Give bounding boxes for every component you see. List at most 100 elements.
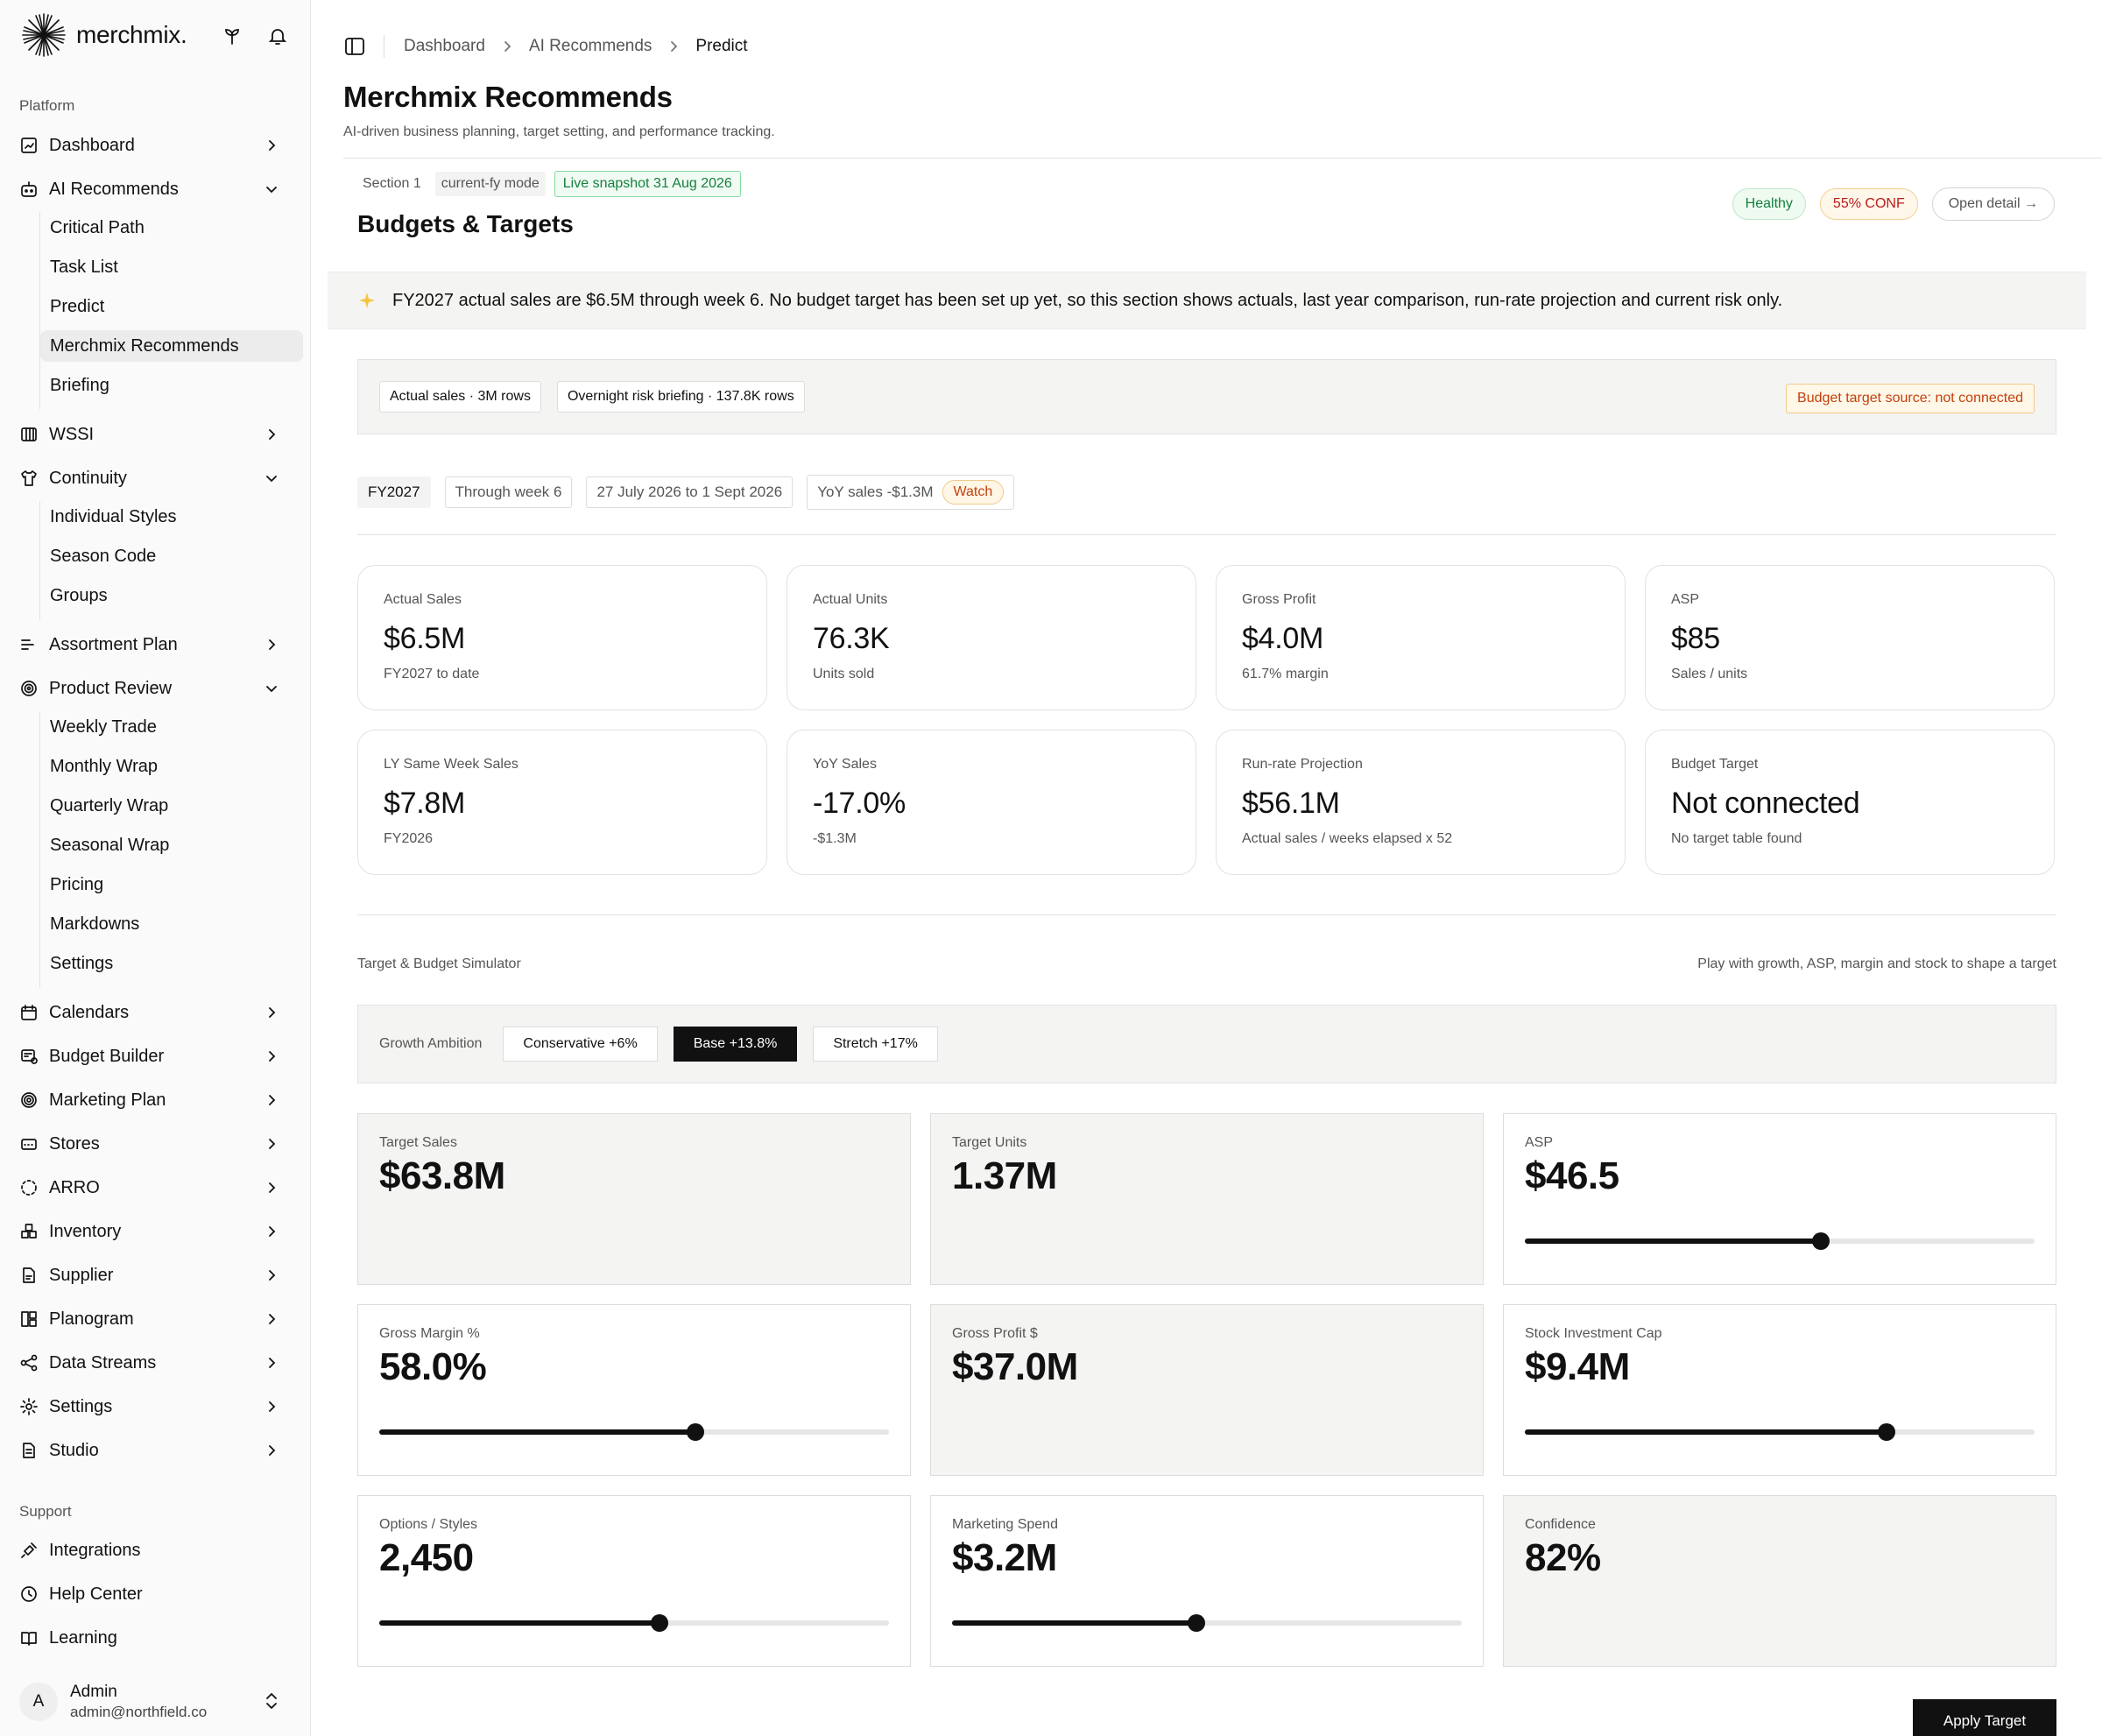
sidebar-item-supplier[interactable]: Supplier <box>19 1258 293 1293</box>
chevron-right-icon[interactable] <box>263 1223 280 1240</box>
breadcrumb-dashboard[interactable]: Dashboard <box>404 37 485 55</box>
sidebar-item-planogram[interactable]: Planogram <box>19 1302 293 1337</box>
sidebar-item-integrations[interactable]: Integrations <box>19 1533 293 1568</box>
support-label: Support <box>19 1503 72 1520</box>
plug-icon <box>19 1541 39 1560</box>
simulator-card-value: 2,450 <box>379 1536 474 1579</box>
sidebar-item-wssi[interactable]: WSSI <box>19 417 293 452</box>
sidebar-item-arro[interactable]: ARRO <box>19 1170 293 1205</box>
sidebar-item-learning[interactable]: Learning <box>19 1620 293 1655</box>
sprout-icon[interactable] <box>219 23 245 49</box>
sidebar-subitem-task-list[interactable]: Task List <box>50 257 118 277</box>
sidebar-item-stores[interactable]: Stores <box>19 1126 293 1161</box>
sidebar-subitem-predict[interactable]: Predict <box>50 296 105 316</box>
chevron-down-icon[interactable] <box>263 680 280 697</box>
slider-fill <box>1525 1429 1887 1435</box>
ambition-stretch-button[interactable]: Stretch +17% <box>813 1027 938 1062</box>
chevron-right-icon[interactable] <box>263 1354 280 1372</box>
sidebar-item-label: Planogram <box>49 1309 134 1329</box>
sidebar-item-label: Studio <box>49 1440 99 1460</box>
chevron-right-icon[interactable] <box>263 426 280 443</box>
breadcrumb-ai-recommends[interactable]: AI Recommends <box>528 37 652 55</box>
sidebar-subitem-settings[interactable]: Settings <box>50 953 114 973</box>
slider-fill <box>379 1620 660 1626</box>
bell-icon[interactable] <box>265 23 291 49</box>
simulator-slider[interactable] <box>379 1613 889 1633</box>
chevron-right-icon[interactable] <box>263 1048 280 1065</box>
panel-toggle-icon[interactable] <box>343 35 366 58</box>
kpi-card: Budget Target Not connected No target tabl… <box>1645 730 2055 875</box>
slider-thumb[interactable] <box>1188 1614 1206 1632</box>
sidebar-item-product-review[interactable]: Product Review <box>19 671 293 706</box>
sidebar-item-studio[interactable]: Studio <box>19 1433 293 1468</box>
chevron-right-icon[interactable] <box>263 1442 280 1459</box>
simulator-slider[interactable] <box>379 1422 889 1442</box>
sidebar-subitem-season-code[interactable]: Season Code <box>50 546 157 566</box>
chevron-right-icon[interactable] <box>263 1310 280 1328</box>
sidebar-item-calendars[interactable]: Calendars <box>19 995 293 1030</box>
simulator-label: Target & Budget Simulator <box>357 956 521 971</box>
ambition-base-button[interactable]: Base +13.8% <box>673 1027 798 1062</box>
simulator-card-value: 82% <box>1525 1536 1601 1579</box>
sidebar-subitem-seasonal-wrap[interactable]: Seasonal Wrap <box>50 835 170 855</box>
sidebar-item-help-center[interactable]: Help Center <box>19 1577 293 1612</box>
sidebar-subitem-critical-path[interactable]: Critical Path <box>50 217 145 237</box>
share-icon <box>19 1353 39 1373</box>
chevron-right-icon[interactable] <box>263 636 280 653</box>
slider-thumb[interactable] <box>651 1614 669 1632</box>
sidebar-item-label: ARRO <box>49 1177 100 1197</box>
sidebar-item-budget-builder[interactable]: Budget Builder <box>19 1039 293 1074</box>
user-menu[interactable]: A Admin admin@northfield.co <box>19 1677 293 1726</box>
yoy-chip: YoY sales -$1.3M Watch <box>807 475 1015 510</box>
sidebar-subitem-markdowns[interactable]: Markdowns <box>50 914 140 934</box>
sidebar-item-label: Integrations <box>49 1540 141 1560</box>
sidebar-item-ai-recommends[interactable]: AI Recommends <box>19 172 293 207</box>
sidebar-item-data-streams[interactable]: Data Streams <box>19 1345 293 1380</box>
slider-track[interactable] <box>952 1620 1462 1626</box>
simulator-slider[interactable] <box>1525 1231 2035 1251</box>
chevron-right-icon[interactable] <box>263 1267 280 1284</box>
chevron-right-icon[interactable] <box>263 137 280 154</box>
platform-label: Platform <box>19 97 75 114</box>
chevron-right-icon[interactable] <box>263 1179 280 1196</box>
brand[interactable]: merchmix. <box>19 9 187 61</box>
kpi-label: Run-rate Projection <box>1242 757 1363 772</box>
simulator-slider[interactable] <box>952 1613 1462 1633</box>
sidebar-subitem-briefing[interactable]: Briefing <box>50 375 109 395</box>
simulator-card-value: 58.0% <box>379 1345 487 1388</box>
sidebar-item-assortment-plan[interactable]: Assortment Plan <box>19 627 293 662</box>
open-detail-button[interactable]: Open detail → <box>1931 187 2055 221</box>
sidebar-item-continuity[interactable]: Continuity <box>19 461 293 496</box>
apply-target-button[interactable]: Apply Target <box>1913 1699 2056 1736</box>
ambition-conservative-button[interactable]: Conservative +6% <box>503 1027 658 1062</box>
date-range-chip: 27 July 2026 to 1 Sept 2026 <box>586 476 794 508</box>
chevron-right-icon[interactable] <box>263 1091 280 1109</box>
slider-thumb[interactable] <box>1878 1423 1896 1441</box>
chevron-right-icon[interactable] <box>263 1135 280 1153</box>
chevron-down-icon[interactable] <box>263 180 280 198</box>
sidebar-subitem-individual-styles[interactable]: Individual Styles <box>50 506 177 526</box>
chevron-down-icon[interactable] <box>263 469 280 487</box>
sidebar-item-settings[interactable]: Settings <box>19 1389 293 1424</box>
sidebar-subitem-monthly-wrap[interactable]: Monthly Wrap <box>50 756 159 776</box>
simulator-card-label: Target Sales <box>379 1135 457 1150</box>
kpi-card: YoY Sales -17.0% -$1.3M <box>786 730 1196 875</box>
sidebar-item-label: Data Streams <box>49 1352 157 1373</box>
sidebar-subitem-merchmix-recommends[interactable]: Merchmix Recommends <box>40 330 303 362</box>
slider-thumb[interactable] <box>1811 1232 1830 1250</box>
section-title: Budgets & Targets <box>357 210 574 237</box>
simulator-slider[interactable] <box>1525 1422 2035 1442</box>
chevrons-up-down-icon[interactable] <box>263 1691 280 1711</box>
sidebar-subitem-pricing[interactable]: Pricing <box>50 874 104 894</box>
slider-thumb[interactable] <box>686 1423 704 1441</box>
sidebar-subitem-quarterly-wrap[interactable]: Quarterly Wrap <box>50 795 169 815</box>
sidebar-item-inventory[interactable]: Inventory <box>19 1214 293 1249</box>
sidebar-item-label: Supplier <box>49 1265 114 1285</box>
sidebar-item-dashboard[interactable]: Dashboard <box>19 128 293 163</box>
sidebar-subitem-weekly-trade[interactable]: Weekly Trade <box>50 716 157 737</box>
chevron-right-icon[interactable] <box>263 1004 280 1021</box>
budget-source-warning: Budget target source: not connected <box>1786 384 2035 413</box>
sidebar-subitem-groups[interactable]: Groups <box>50 585 108 605</box>
chevron-right-icon[interactable] <box>263 1398 280 1415</box>
sidebar-item-marketing-plan[interactable]: Marketing Plan <box>19 1083 293 1118</box>
